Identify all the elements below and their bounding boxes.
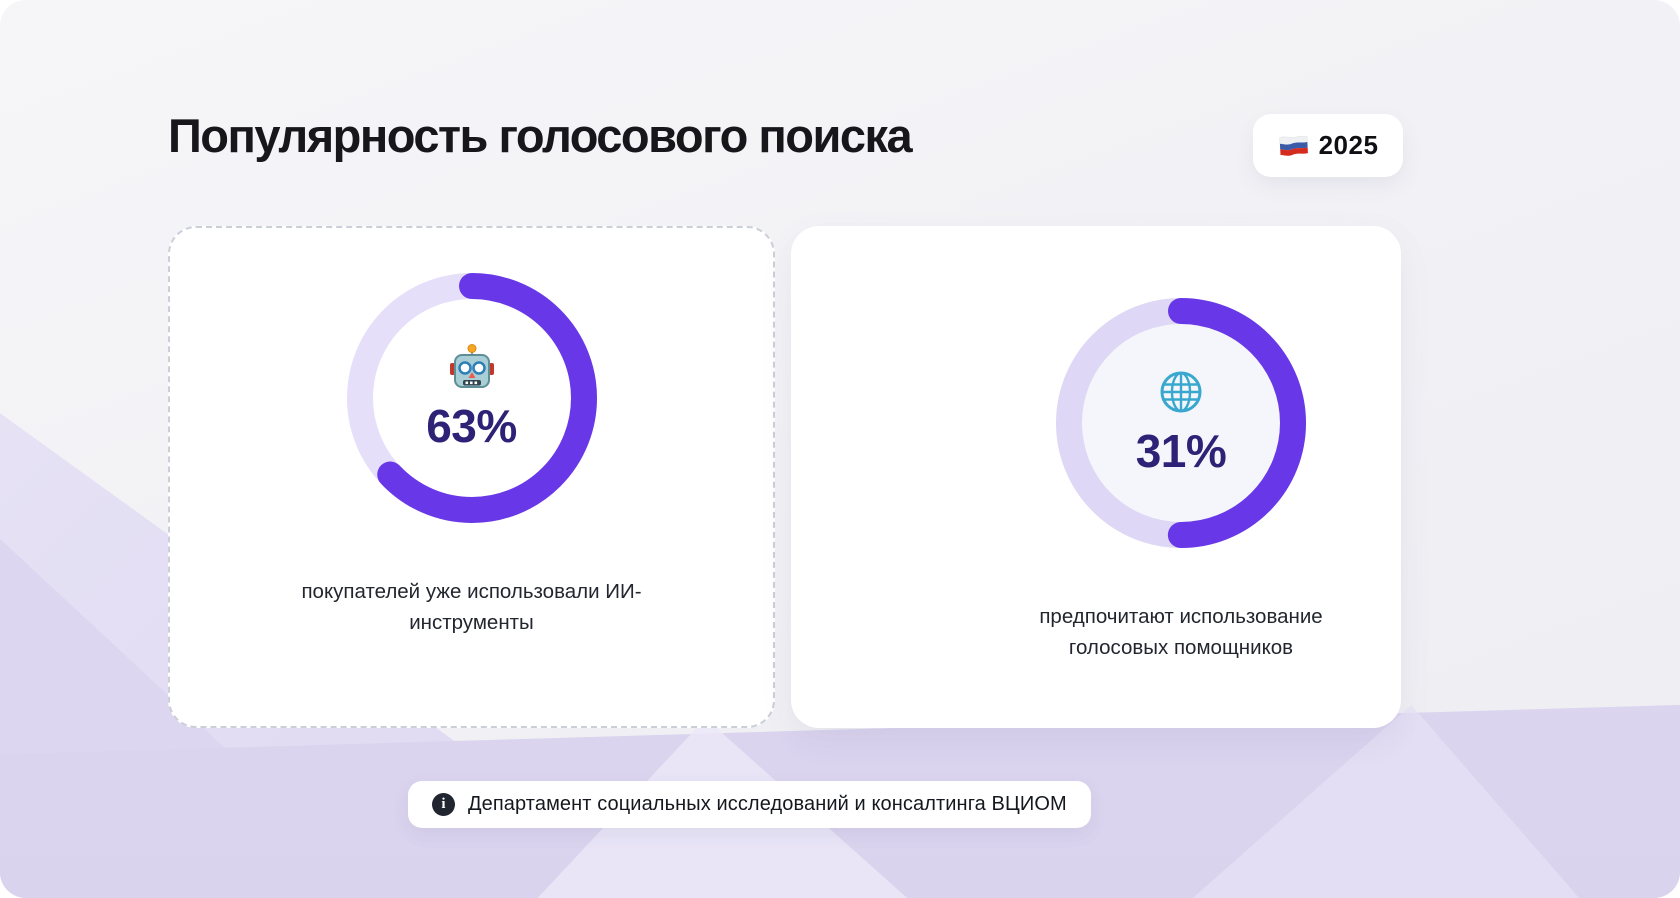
stat-card-content: 63% покупателей уже использовали ИИ-инст… — [170, 228, 773, 639]
donut-chart-voice-assistants: 31% — [1056, 298, 1306, 548]
stat-card-content: 31% предпочитают использование голосовых… — [876, 253, 1486, 664]
stat-card-voice-assistants: 31% предпочитают использование голосовых… — [791, 226, 1401, 728]
robot-icon — [449, 344, 494, 388]
info-icon: i — [432, 793, 455, 816]
stat-card-ai-tools: 63% покупателей уже использовали ИИ-инст… — [168, 226, 775, 728]
russia-flag-icon — [1278, 135, 1308, 156]
donut-chart-ai-tools: 63% — [346, 273, 597, 523]
donut-percentage: 31% — [1135, 425, 1227, 477]
stat-caption: покупателей уже использовали ИИ-инструме… — [301, 580, 642, 634]
source-text: Департамент социальных исследований и ко… — [468, 793, 1067, 815]
stat-caption: предпочитают использование голосовых пом… — [1039, 605, 1323, 659]
donut-center-label: 31% — [1056, 298, 1306, 548]
donut-percentage: 63% — [426, 400, 517, 452]
stat-cards-row: 63% покупателей уже использовали ИИ-инст… — [168, 226, 1401, 728]
page-title: Популярность голосового поиска — [168, 109, 913, 162]
globe-icon — [1160, 371, 1202, 413]
donut-ring — [1056, 298, 1306, 548]
donut-center-label: 63% — [347, 273, 597, 523]
year-badge-label: 2025 — [1318, 130, 1379, 160]
source-pill: i Департамент социальных исследований и … — [408, 781, 1091, 828]
year-badge: 2025 — [1253, 114, 1403, 177]
